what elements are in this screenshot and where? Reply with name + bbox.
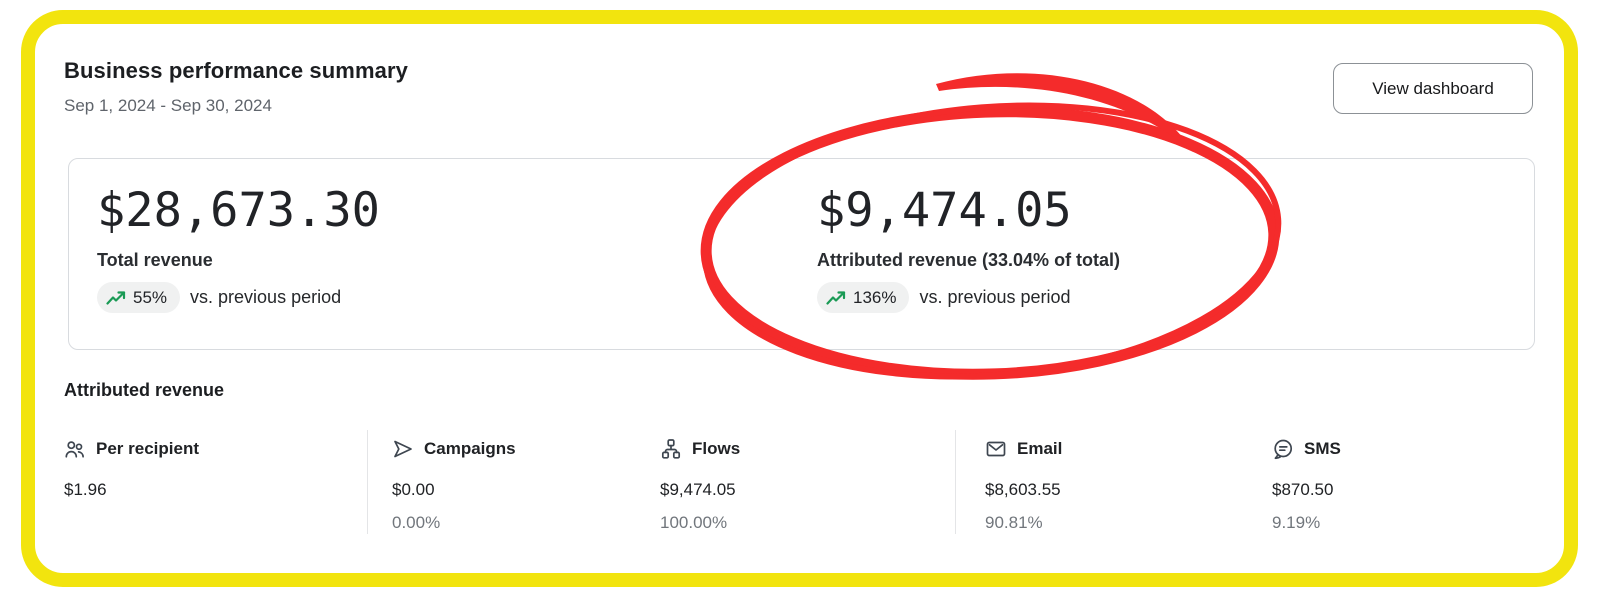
breakdown-section-title: Attributed revenue bbox=[64, 380, 225, 400]
total-revenue-label: Total revenue bbox=[97, 250, 213, 270]
change-suffix: vs. previous period bbox=[190, 287, 342, 307]
stat-percent: 90.81% bbox=[985, 513, 1043, 532]
change-badge: 136% bbox=[817, 282, 910, 313]
stat-label-text: Per recipient bbox=[96, 439, 199, 458]
stat-label-text: Campaigns bbox=[424, 439, 516, 458]
red-swoosh bbox=[936, 73, 1193, 152]
trend-up-icon bbox=[826, 290, 846, 305]
total-revenue-value: $28,673.30 bbox=[97, 183, 380, 238]
change-badge: 55% bbox=[97, 282, 181, 313]
view-dashboard-button[interactable]: View dashboard bbox=[1333, 63, 1533, 114]
stat-value: $0.00 bbox=[392, 480, 435, 499]
stat-per-recipient: Per recipient $1.96 bbox=[64, 438, 199, 513]
change-percent: 136% bbox=[853, 287, 897, 307]
stat-sms: SMS $870.50 9.19% bbox=[1272, 438, 1341, 533]
column-divider bbox=[955, 430, 956, 534]
stat-label-text: SMS bbox=[1304, 439, 1341, 458]
attributed-revenue-label: Attributed revenue (33.04% of total) bbox=[817, 250, 1121, 270]
attributed-revenue-metric: $9,474.05 Attributed revenue (33.04% of … bbox=[817, 187, 1120, 313]
total-revenue-metric: $28,673.30 Total revenue 55% vs. previou… bbox=[97, 187, 380, 313]
attributed-revenue-value: $9,474.05 bbox=[817, 183, 1072, 238]
stat-value: $9,474.05 bbox=[660, 480, 736, 499]
send-icon bbox=[394, 440, 412, 458]
email-icon bbox=[986, 441, 1006, 457]
stat-label-text: Flows bbox=[692, 439, 741, 458]
view-dashboard-label: View dashboard bbox=[1372, 78, 1494, 98]
stat-value: $1.96 bbox=[64, 480, 107, 499]
date-range: Sep 1, 2024 - Sep 30, 2024 bbox=[64, 96, 272, 115]
stat-percent: 100.00% bbox=[660, 513, 728, 532]
stat-flows: Flows $9,474.05 100.00% bbox=[660, 438, 740, 533]
column-divider bbox=[367, 430, 368, 534]
attributed-revenue-change-row: 136% vs. previous period bbox=[817, 282, 1120, 313]
summary-metrics-box: $28,673.30 Total revenue 55% vs. previou… bbox=[68, 158, 1535, 350]
stat-email: Email $8,603.55 90.81% bbox=[985, 438, 1062, 533]
change-suffix: vs. previous period bbox=[919, 287, 1071, 307]
stat-value: $870.50 bbox=[1272, 480, 1334, 499]
stat-value: $8,603.55 bbox=[985, 480, 1061, 499]
stat-label-text: Email bbox=[1017, 439, 1063, 458]
page-title: Business performance summary bbox=[64, 58, 408, 83]
people-icon bbox=[65, 441, 84, 458]
sms-icon bbox=[1274, 439, 1293, 460]
flow-icon bbox=[661, 439, 681, 459]
total-revenue-change-row: 55% vs. previous period bbox=[97, 282, 380, 313]
stat-percent: 0.00% bbox=[392, 513, 441, 532]
trend-up-icon bbox=[106, 290, 126, 305]
stat-percent: 9.19% bbox=[1272, 513, 1321, 532]
change-percent: 55% bbox=[133, 287, 168, 307]
stat-campaigns: Campaigns $0.00 0.00% bbox=[392, 438, 516, 533]
